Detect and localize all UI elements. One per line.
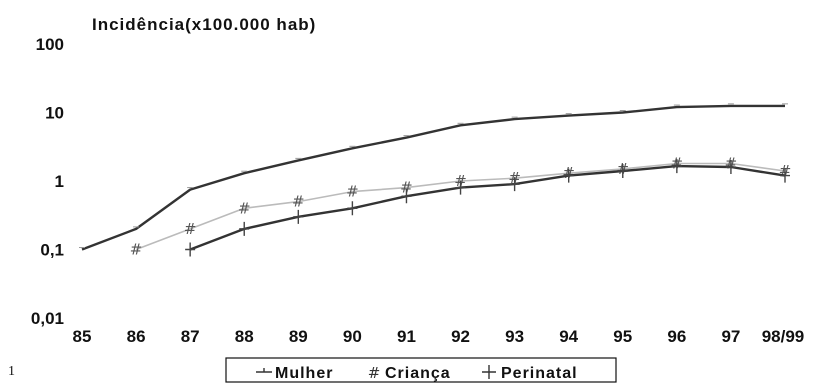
data-point-marker: #	[400, 179, 413, 197]
legend-label: Mulher	[275, 365, 333, 382]
x-tick-label: 95	[613, 327, 632, 346]
y-tick-label: 10	[45, 104, 64, 123]
x-tick-label: 86	[127, 327, 146, 346]
data-point-marker	[401, 189, 412, 204]
y-axis-ticks: 100 10 1 0,1 0,01	[31, 35, 64, 328]
legend-marker-hash-icon: #	[368, 364, 381, 382]
data-point-marker	[780, 168, 790, 183]
x-tick-label: 97	[721, 327, 740, 346]
data-point-marker: #	[184, 220, 197, 238]
series-mulher	[79, 103, 788, 251]
data-point-marker	[347, 201, 358, 216]
data-point-marker: #	[238, 199, 251, 217]
x-tick-label: 96	[667, 327, 686, 346]
data-point-marker: #	[346, 183, 359, 201]
y-tick-label: 0,1	[40, 241, 64, 260]
data-point-marker: #	[130, 241, 143, 259]
legend-box	[225, 357, 617, 383]
footnote: 1	[8, 364, 15, 379]
series-perinatal	[185, 159, 790, 257]
legend: Mulher # Criança Perinatal	[225, 357, 617, 383]
y-tick-label: 0,01	[31, 309, 64, 328]
y-tick-label: 100	[36, 35, 64, 54]
x-tick-label: 92	[451, 327, 470, 346]
x-tick-label: 93	[505, 327, 524, 346]
series-criana: ### ## # # # # # # # #	[130, 155, 792, 259]
data-point-marker	[185, 242, 196, 257]
legend-marker-line-icon	[256, 368, 272, 373]
x-tick-label: 91	[397, 327, 416, 346]
data-point-marker: #	[292, 193, 305, 211]
x-axis-ticks: 85 86 87 88 89 90 91 92 93 94 95 96 97 98/99	[73, 327, 805, 346]
legend-label: Perinatal	[501, 365, 578, 382]
x-tick-label: 94	[559, 327, 578, 346]
data-point-marker	[671, 159, 682, 174]
legend-marker-plus-icon	[482, 365, 496, 379]
x-tick-label: 89	[289, 327, 308, 346]
data-point-marker	[509, 177, 520, 192]
data-point-marker	[239, 221, 250, 236]
y-tick-label: 1	[55, 172, 64, 191]
x-tick-label: 90	[343, 327, 362, 346]
x-tick-label: 85	[73, 327, 92, 346]
data-point-marker	[617, 163, 628, 178]
x-tick-label: 87	[181, 327, 200, 346]
data-point-marker	[563, 168, 574, 183]
data-point-marker	[455, 180, 466, 195]
y-axis-title: Incidência(x100.000 hab)	[92, 15, 316, 34]
series-line	[189, 164, 786, 251]
x-tick-label: 88	[235, 327, 254, 346]
series-line	[81, 104, 785, 251]
legend-label: Criança	[385, 365, 451, 382]
x-tick-label: 98/99	[762, 327, 805, 346]
plot-area: ### ## # # # # # # # #	[79, 103, 792, 259]
data-point-marker	[293, 209, 304, 224]
data-point-marker	[725, 160, 736, 175]
